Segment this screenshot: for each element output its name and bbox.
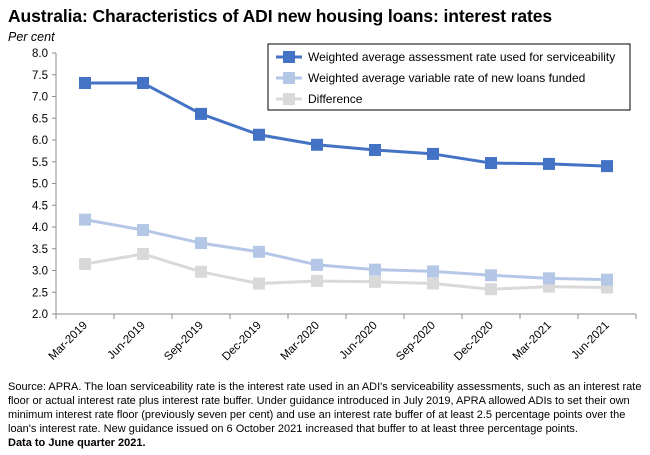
legend-swatch-marker	[283, 72, 295, 84]
data-point-marker	[253, 128, 265, 141]
y-tick-label: 4.0	[32, 222, 48, 234]
line-chart: 2.0 2.5 3.0 3.5 4.0 4.5 5.0 5.5 6.0 6.5 7.0 7.5 8.0 M…	[32, 43, 637, 363]
data-point-marker	[137, 247, 149, 260]
data-point-marker	[369, 263, 381, 276]
x-tick-label: Jun-2019	[106, 319, 148, 361]
data-point-marker	[253, 245, 265, 258]
y-tick-label: 6.5	[32, 113, 48, 125]
x-tick-label: Dec-2019	[220, 319, 264, 363]
chart-notes: Source: APRA. The loan serviceability ra…	[8, 380, 644, 450]
series-line	[85, 81, 608, 168]
legend-box	[267, 43, 631, 111]
data-point-marker	[79, 257, 91, 270]
data-note: Data to June quarter 2021.	[8, 437, 146, 449]
y-tick-label: 7.0	[32, 92, 48, 104]
y-tick-label: 5.5	[32, 157, 48, 169]
chart-title: Australia: Characteristics of ADI new ho…	[8, 6, 553, 26]
data-point-marker	[369, 144, 381, 157]
y-tick-label: 5.0	[32, 179, 48, 191]
data-point-marker	[369, 275, 381, 288]
data-point-marker	[79, 77, 91, 90]
x-tick-label: Dec-2020	[452, 319, 496, 363]
y-tick-label: 6.0	[32, 135, 48, 147]
y-tick-label: 3.5	[32, 244, 48, 256]
data-point-marker	[79, 213, 91, 226]
data-point-marker	[601, 273, 613, 286]
data-point-marker	[195, 237, 207, 250]
data-point-marker	[137, 77, 149, 90]
x-tick-label: Jun-2020	[338, 319, 380, 361]
legend-swatch-marker	[283, 93, 295, 105]
legend-swatch-marker	[283, 51, 295, 63]
chart-series	[79, 77, 613, 296]
legend-label: Weighted average variable rate of new lo…	[308, 71, 585, 85]
y-tick-label: 8.0	[32, 48, 48, 60]
y-tick-label: 3.0	[32, 266, 48, 278]
data-point-marker	[485, 283, 497, 296]
chart-legend: Weighted average assessment rate used fo…	[267, 43, 631, 111]
data-point-marker	[195, 265, 207, 278]
x-tick-label: Mar-2019	[47, 319, 90, 362]
legend-label: Difference	[308, 92, 363, 106]
x-tick-label: Jun-2021	[570, 319, 612, 361]
data-point-marker	[427, 147, 439, 160]
y-tick-label: 4.5	[32, 200, 48, 212]
y-tick-label: 7.5	[32, 70, 48, 82]
x-tick-label: Sep-2019	[162, 319, 206, 363]
x-tick-label: Mar-2021	[511, 319, 554, 362]
data-point-marker	[311, 138, 323, 151]
data-point-marker	[601, 160, 613, 173]
data-point-marker	[427, 265, 439, 278]
source-note: Source: APRA. The loan serviceability ra…	[8, 381, 642, 435]
data-point-marker	[311, 258, 323, 271]
unit-label: Per cent	[8, 30, 55, 44]
series-line	[84, 252, 608, 291]
data-point-marker	[485, 269, 497, 282]
data-point-marker	[195, 107, 207, 120]
data-point-marker	[137, 224, 149, 237]
y-tick-label: 2.5	[32, 287, 48, 299]
y-tick-label: 2.0	[32, 309, 48, 321]
legend-label: Weighted average assessment rate used fo…	[308, 50, 615, 64]
x-tick-label: Mar-2020	[279, 319, 322, 362]
x-tick-label: Sep-2020	[394, 319, 438, 363]
data-point-marker	[543, 272, 555, 285]
data-point-marker	[311, 274, 323, 287]
series-line	[84, 218, 608, 282]
data-point-marker	[427, 277, 439, 290]
data-point-marker	[253, 277, 265, 290]
data-point-marker	[543, 157, 555, 170]
data-point-marker	[485, 157, 497, 170]
